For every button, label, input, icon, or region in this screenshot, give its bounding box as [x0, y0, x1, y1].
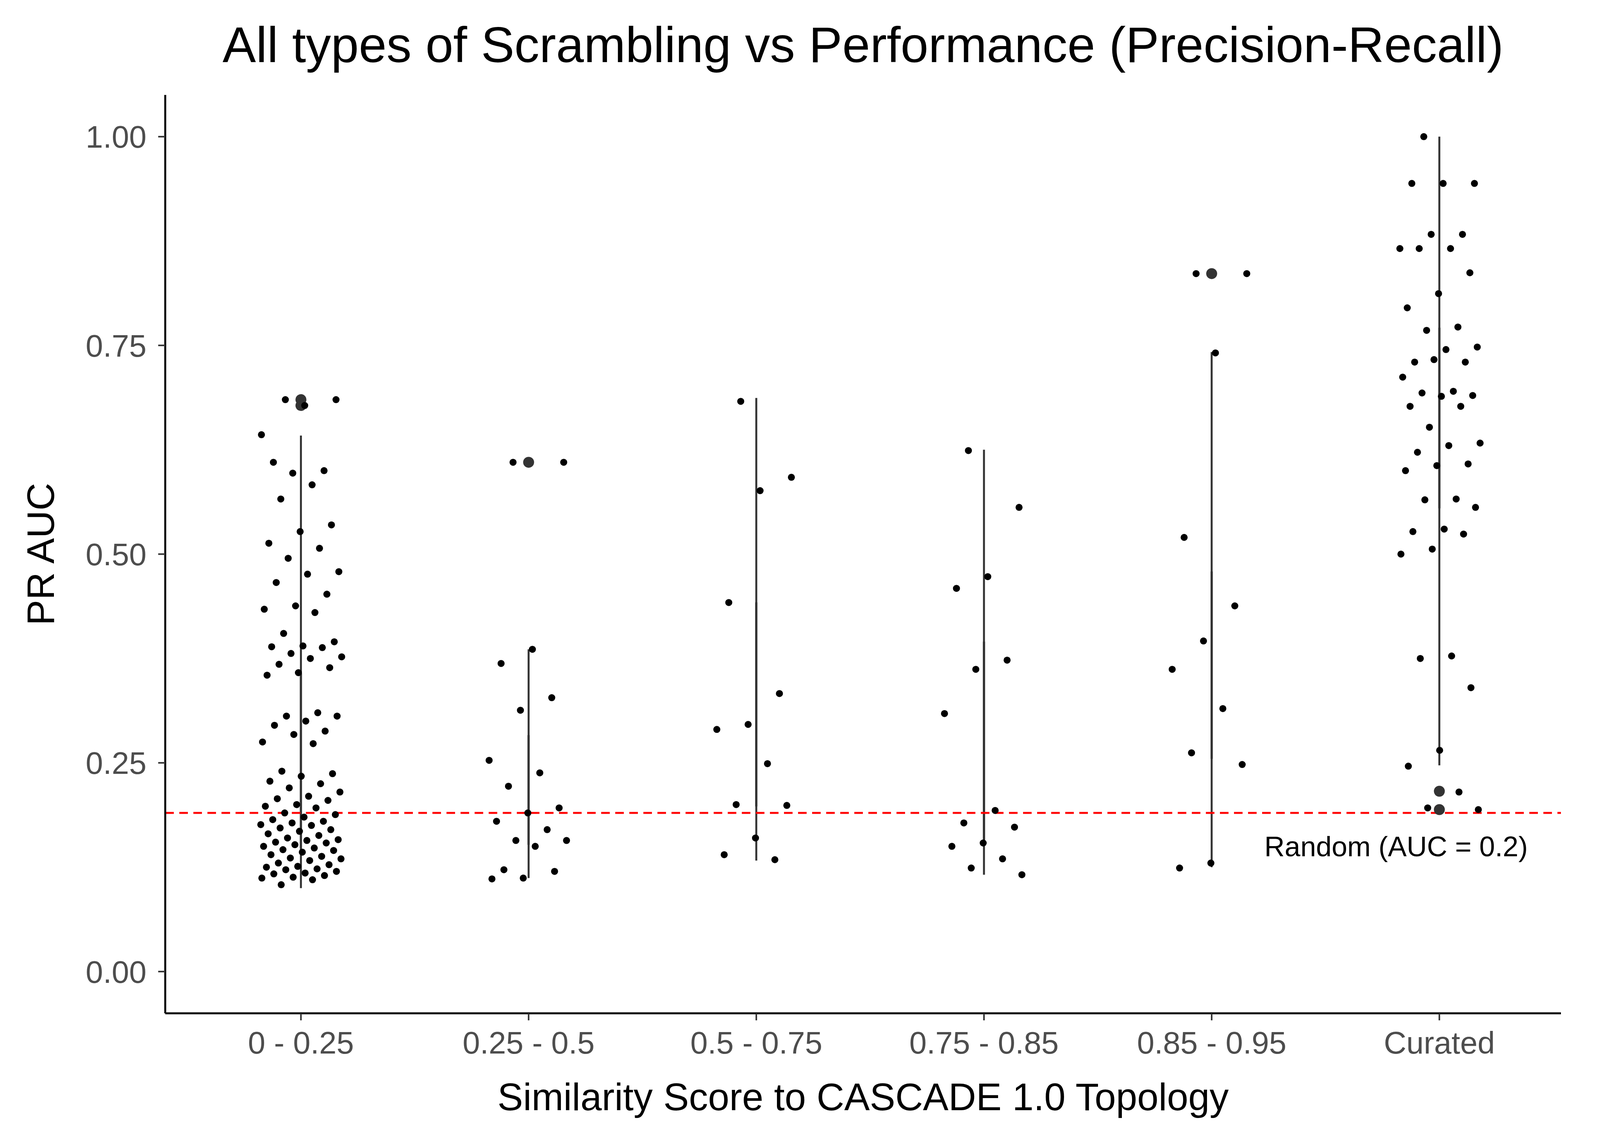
svg-text:0.75 - 0.85: 0.75 - 0.85	[909, 1025, 1059, 1061]
svg-text:0.25 - 0.5: 0.25 - 0.5	[462, 1025, 595, 1061]
svg-text:0.25: 0.25	[85, 745, 147, 781]
svg-text:1.00: 1.00	[85, 119, 147, 155]
svg-text:0.75: 0.75	[85, 328, 147, 364]
html-text:All types of Scrambling vs Per: All types of Scrambling vs Performance (…	[222, 16, 1504, 73]
svg-text:PR AUC: PR AUC	[19, 482, 63, 626]
svg-text:0 - 0.25: 0 - 0.25	[248, 1025, 354, 1061]
svg-text:0.50: 0.50	[85, 537, 147, 572]
svg-text:Curated: Curated	[1383, 1025, 1495, 1061]
svg-text:Similarity Score to CASCADE 1.: Similarity Score to CASCADE 1.0 Topology	[497, 1075, 1229, 1119]
svg-text:0.85 - 0.95: 0.85 - 0.95	[1137, 1025, 1287, 1061]
svg-text:0.00: 0.00	[85, 954, 147, 990]
svg-text:Random (AUC = 0.2): Random (AUC = 0.2)	[1264, 830, 1528, 863]
svg-text:0.5 - 0.75: 0.5 - 0.75	[690, 1025, 823, 1061]
